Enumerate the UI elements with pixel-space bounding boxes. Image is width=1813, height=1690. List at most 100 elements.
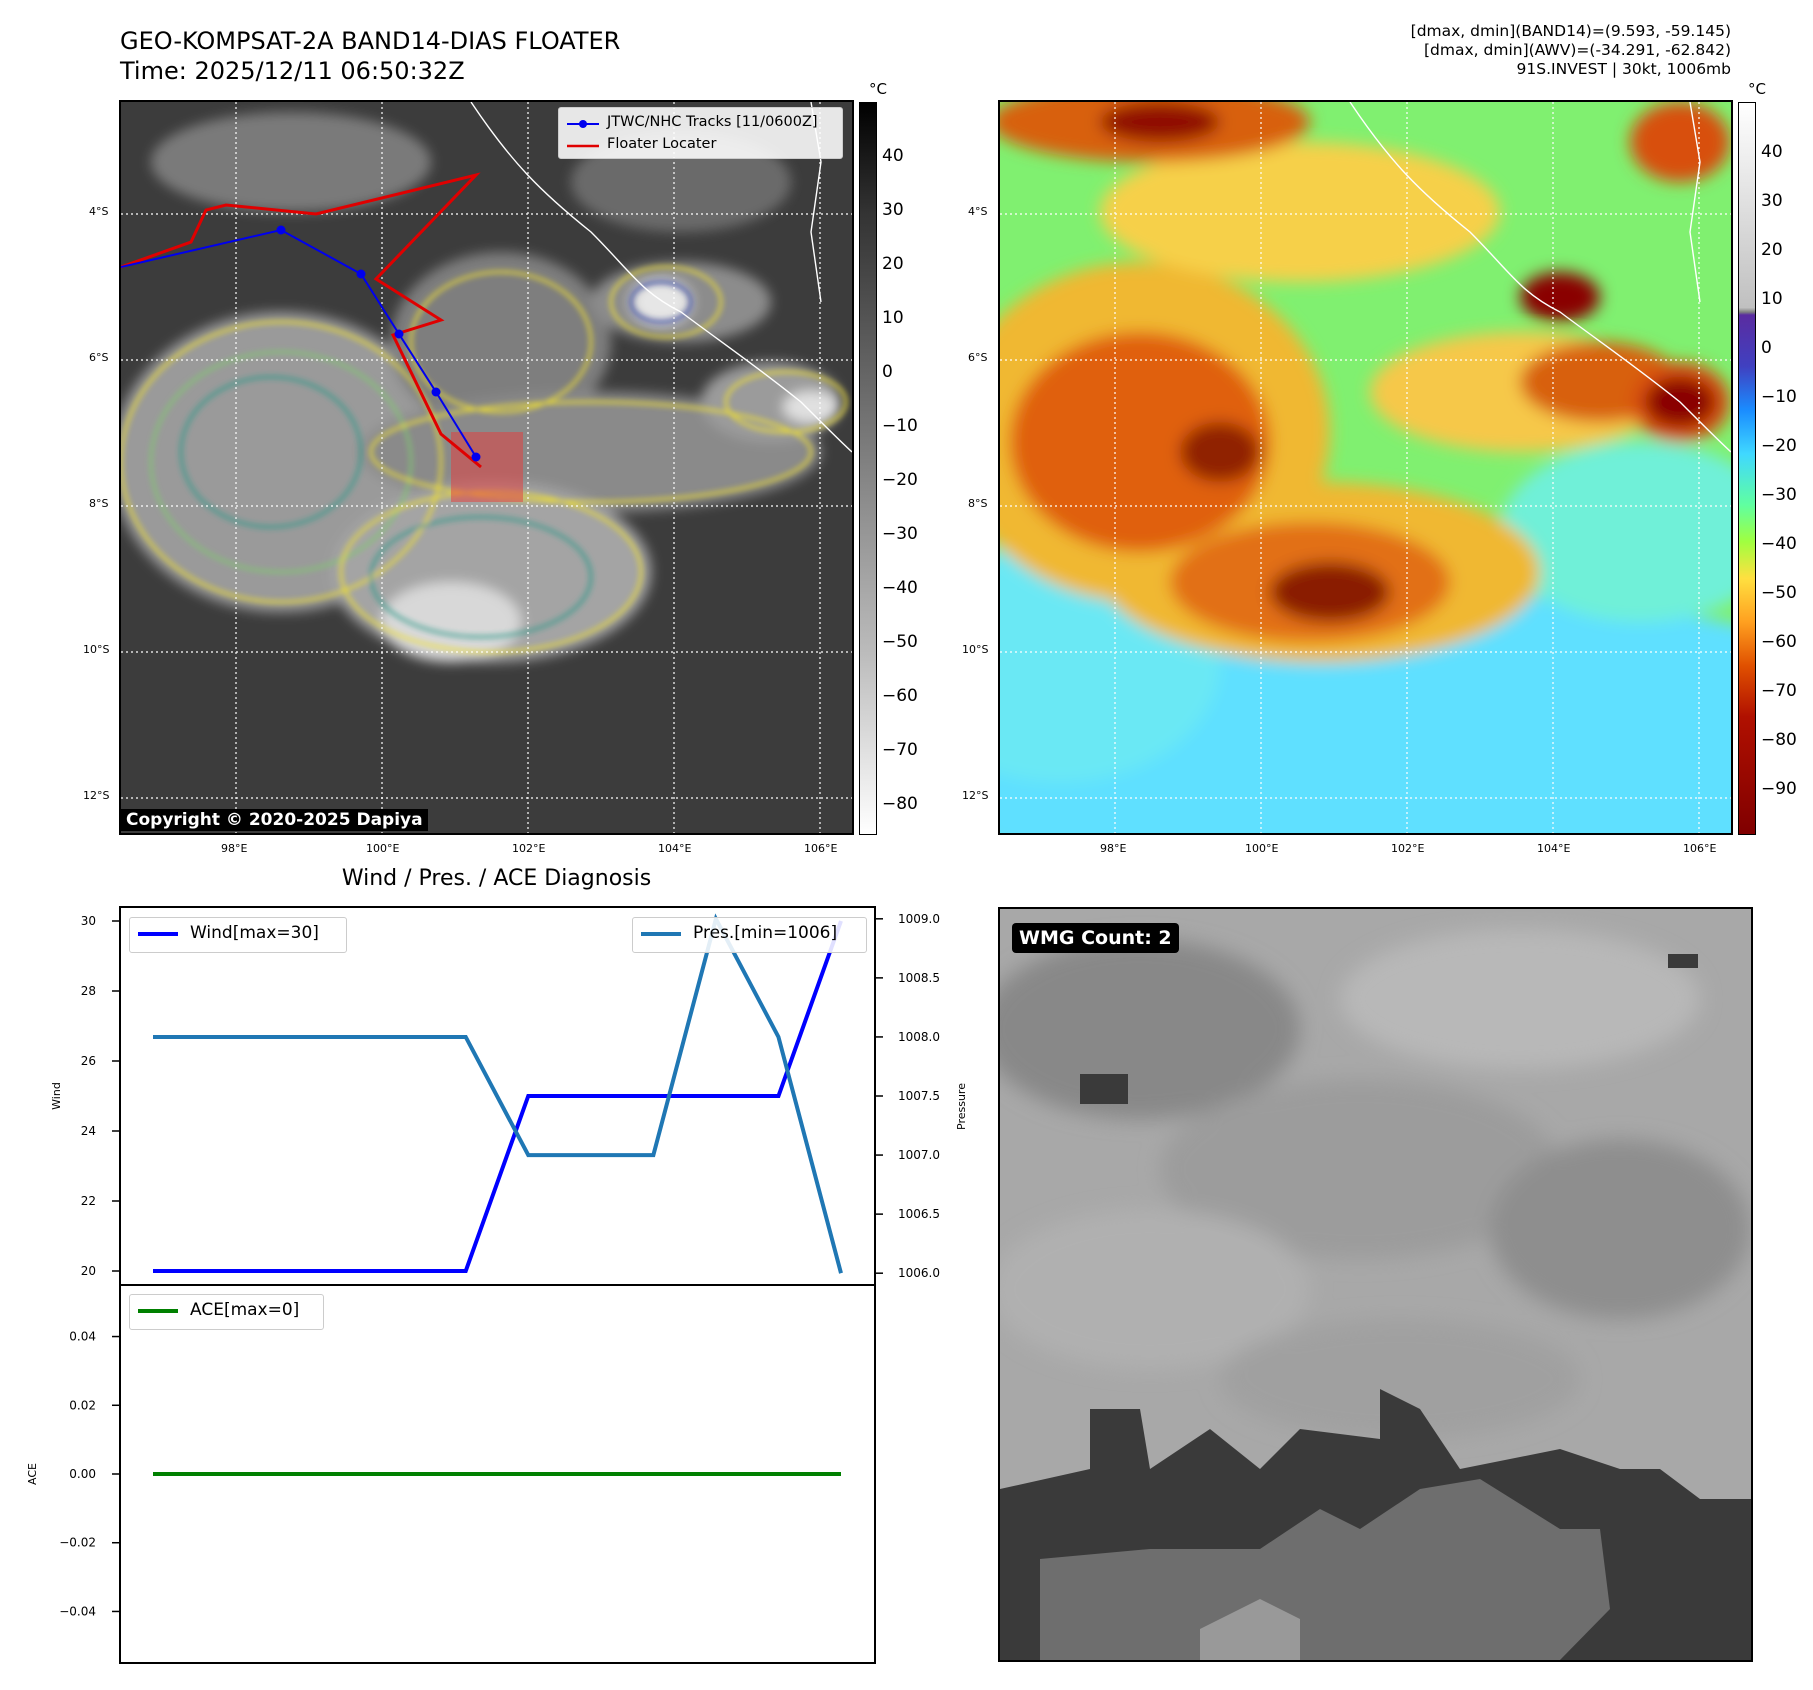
floater-locater-line [121, 172, 482, 469]
ace-axis-label: ACE [26, 1463, 39, 1485]
wind-axis-ticks: 20 22 24 26 28 30 [81, 914, 120, 1278]
cb-tick: 10 [882, 308, 904, 328]
lat-label: 6°S [89, 351, 109, 364]
map-legend: JTWC/NHC Tracks [11/0600Z] Floater Locat… [558, 107, 843, 159]
pressure-tick-label: 1007.0 [898, 1148, 940, 1162]
pressure-tick-label: 1006.5 [898, 1207, 940, 1221]
awv-field [1000, 102, 1731, 833]
cb-tick: −70 [882, 740, 918, 760]
ace-legend-label: ACE[max=0] [190, 1300, 300, 1320]
wmg-dark-patch [1668, 954, 1698, 968]
awv-gridlines [1000, 102, 1731, 833]
pressure-legend-swatch [641, 932, 681, 936]
jtwc-track-line [121, 228, 477, 458]
wind-tick-label: 20 [81, 1264, 96, 1278]
wind-tick-label: 22 [81, 1194, 96, 1208]
cb-tick: 40 [1761, 142, 1783, 162]
wind-legend: Wind[max=30] [129, 917, 347, 953]
lat-label: 12°S [962, 789, 989, 802]
ace-legend: ACE[max=0] [129, 1294, 324, 1330]
cb-tick: −60 [882, 686, 918, 706]
legend-track-symbols [567, 120, 599, 148]
lon-label: 98°E [1100, 842, 1127, 855]
wmg-panel: WMG Count: 2 [998, 907, 1753, 1662]
cb-tick: −50 [882, 632, 918, 652]
lon-label: 106°E [804, 842, 838, 855]
wind-tick-label: 30 [81, 914, 96, 928]
cb-tick: 30 [1761, 191, 1783, 211]
awv-map-panel [998, 100, 1733, 835]
band14-colorbar-unit: °C [869, 80, 887, 98]
lon-label: 100°E [366, 842, 400, 855]
info-line-2: [dmax, dmin](AWV)=(-34.291, -62.842) [1424, 41, 1731, 59]
awv-colorbar-unit: °C [1748, 80, 1766, 98]
band14-map-panel: JTWC/NHC Tracks [11/0600Z] Floater Locat… [119, 100, 854, 835]
title-line-2: Time: 2025/12/11 06:50:32Z [120, 57, 465, 85]
cb-tick: −20 [1761, 436, 1797, 456]
cb-tick: −60 [1761, 632, 1797, 652]
cb-tick: −30 [1761, 485, 1797, 505]
copyright-badge: Copyright © 2020-2025 Dapiya [121, 809, 428, 831]
band14-map [121, 102, 852, 833]
lat-label: 10°S [83, 643, 110, 656]
wmg-count-badge: WMG Count: 2 [1012, 923, 1179, 953]
pressure-tick-label: 1009.0 [898, 912, 940, 926]
wind-series-line [153, 920, 843, 1273]
wind-legend-swatch [138, 932, 178, 936]
storm-info: [dmax, dmin](BAND14)=(9.593, -59.145) [d… [1411, 22, 1731, 79]
wind-tick-label: 28 [81, 984, 96, 998]
wmg-image [1000, 929, 1751, 1660]
lat-label: 8°S [968, 497, 988, 510]
awv-colorbar [1738, 102, 1756, 835]
lon-label: 100°E [1245, 842, 1279, 855]
wmg-dark-patch [1080, 1074, 1128, 1104]
wmg-texture [1000, 929, 1750, 1439]
pressure-tick-label: 1008.0 [898, 1030, 940, 1044]
awv-coastline [1349, 102, 1731, 453]
cb-tick: −40 [1761, 534, 1797, 554]
pressure-axis-title: Pressure [955, 1083, 968, 1130]
pressure-tick-label: 1007.5 [898, 1089, 940, 1103]
lat-label: 6°S [968, 351, 988, 364]
wmg-mid-region [1040, 1479, 1610, 1660]
main-title: GEO-KOMPSAT-2A BAND14-DIAS FLOATER Time:… [120, 26, 620, 86]
cb-tick: −70 [1761, 681, 1797, 701]
cb-tick: −30 [882, 524, 918, 544]
diagnosis-title: Wind / Pres. / ACE Diagnosis [341, 866, 652, 891]
lat-label: 4°S [968, 205, 988, 218]
pressure-legend-label: Pres.[min=1006] [693, 923, 838, 943]
pressure-axis-ticks: 1006.0 1006.5 1007.0 1007.5 1008.0 1008.5 1009… [875, 912, 940, 1280]
ace-tick-label: −0.04 [59, 1604, 96, 1618]
awv-map [1000, 102, 1731, 833]
ace-legend-swatch [138, 1309, 178, 1313]
wind-axis-label: Wind [50, 1082, 63, 1110]
wind-tick-label: 26 [81, 1054, 96, 1068]
ace-tick-label: 0.04 [69, 1330, 96, 1344]
pressure-tick-label: 1006.0 [898, 1266, 940, 1280]
lat-label: 12°S [83, 789, 110, 802]
cb-tick: 10 [1761, 289, 1783, 309]
legend-tracks-label: JTWC/NHC Tracks [11/0600Z] [607, 114, 818, 130]
wmg-light-patch [1200, 1599, 1300, 1660]
legend-floater-label: Floater Locater [607, 136, 717, 152]
cb-tick: −50 [1761, 583, 1797, 603]
lon-label: 106°E [1683, 842, 1717, 855]
cb-tick: −40 [882, 578, 918, 598]
ace-tick-label: 0.02 [69, 1398, 96, 1412]
jtwc-track-points [276, 225, 481, 462]
cb-tick: 30 [882, 200, 904, 220]
cb-tick: −80 [1761, 730, 1797, 750]
pressure-legend: Pres.[min=1006] [632, 917, 867, 953]
band14-colorbar [859, 102, 877, 835]
pressure-tick-label: 1008.5 [898, 971, 940, 985]
cb-tick: −10 [1761, 387, 1797, 407]
info-line-1: [dmax, dmin](BAND14)=(9.593, -59.145) [1410, 22, 1731, 40]
lat-label: 4°S [89, 205, 109, 218]
lon-label: 104°E [1537, 842, 1571, 855]
ace-tick-label: −0.02 [59, 1536, 96, 1550]
ace-tick-label: 0.00 [69, 1467, 96, 1481]
cb-tick: −90 [1761, 779, 1797, 799]
floater-box [451, 432, 523, 502]
cb-tick: −10 [882, 416, 918, 436]
cb-tick: −80 [882, 794, 918, 814]
